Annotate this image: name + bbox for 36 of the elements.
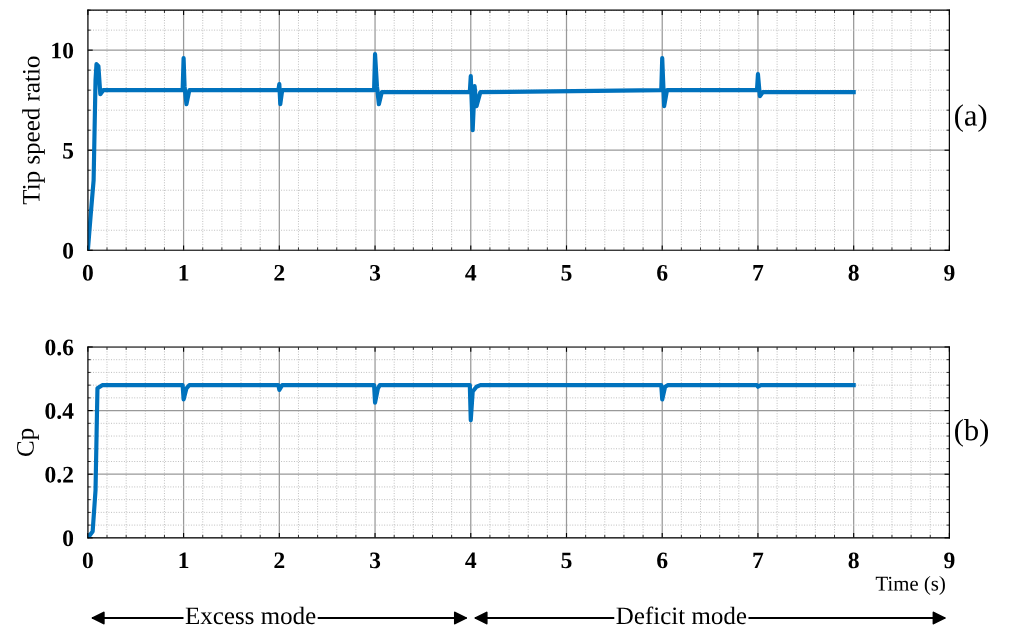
text: Excess mode	[185, 606, 316, 625]
x-tick-label: 1	[179, 552, 189, 569]
x-tick-label: 9	[944, 552, 955, 569]
x-tick-label: 2	[274, 264, 285, 281]
line-series	[87, 52, 856, 251]
x-tick-label: 0	[82, 552, 93, 569]
y-tick-label: 0	[63, 242, 74, 259]
x-tick-label: 6	[657, 552, 668, 569]
text: Deficit mode	[616, 606, 747, 625]
x-tick-label: 5	[561, 552, 572, 569]
x-tick-label: 0	[82, 264, 93, 281]
y-tick-label: 10	[52, 42, 74, 59]
x-tick-label: 3	[370, 264, 381, 281]
x-tick-label: 7	[753, 265, 764, 281]
line-series	[87, 383, 856, 538]
y-axis-title: Tip speed ratio	[22, 56, 45, 205]
x-tick-label: 9	[944, 264, 955, 281]
y-tick-label: 0	[63, 530, 74, 547]
x-tick-label: 8	[848, 264, 859, 281]
x-tick-label: 2	[274, 552, 285, 569]
x-tick-label: 6	[657, 264, 668, 281]
text: (b)	[955, 419, 988, 447]
x-tick-label: 7	[753, 552, 764, 569]
x-tick-label: 1	[179, 264, 189, 281]
y-tick-label: 5	[63, 142, 74, 159]
x-tick-label: 8	[848, 552, 859, 569]
x-tick-label: 4	[465, 552, 477, 569]
x-tick-label: 4	[465, 265, 477, 281]
y-axis-title: Cp	[17, 428, 39, 456]
y-tick-label: 0.4	[45, 403, 74, 420]
y-tick-label: 0.6	[45, 339, 74, 356]
x-tick-label: 3	[370, 552, 381, 569]
x-axis-title: Time (s)	[875, 576, 945, 595]
text: (a)	[955, 104, 987, 133]
y-tick-label: 0.2	[45, 466, 73, 483]
x-tick-label: 5	[561, 265, 572, 281]
